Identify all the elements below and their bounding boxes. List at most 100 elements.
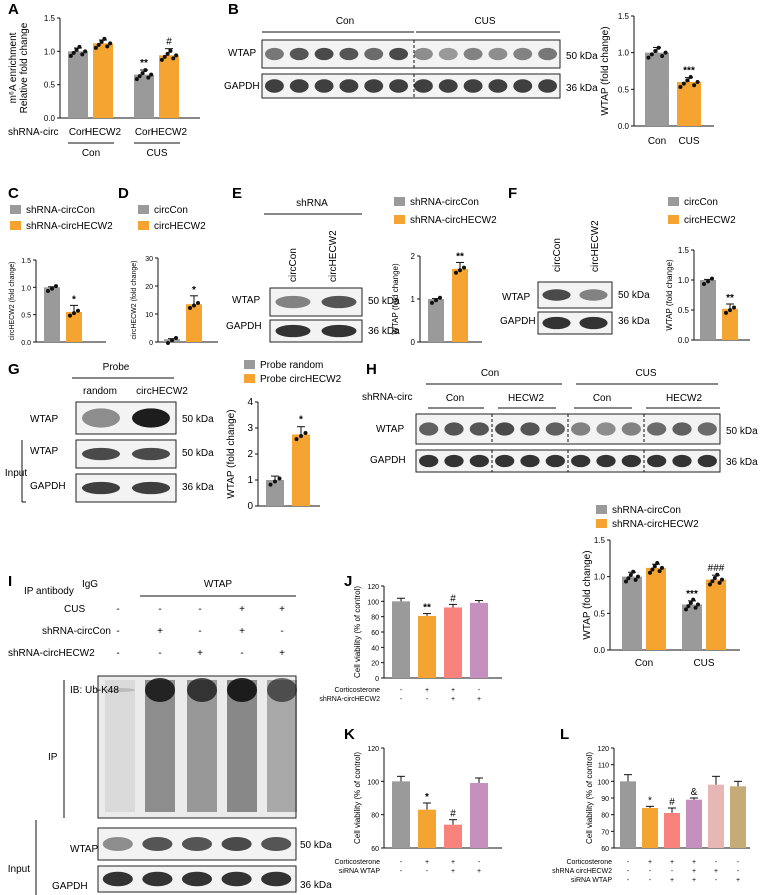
sign: + — [477, 868, 481, 875]
treatment-label: siRNA WTAP — [571, 877, 612, 884]
legend-swatch — [244, 360, 255, 369]
data-point — [96, 42, 101, 47]
band — [261, 871, 292, 887]
panel-letter-F: F — [508, 185, 517, 202]
data-point — [649, 52, 654, 57]
y-tick-label: 0.5 — [594, 609, 606, 618]
band — [145, 678, 175, 702]
data-point — [633, 577, 638, 582]
panel-letter-G: G — [8, 361, 20, 378]
band — [82, 408, 120, 428]
legend-label: Probe circHECW2 — [260, 374, 342, 385]
band — [672, 454, 692, 468]
band — [571, 454, 591, 468]
sign: + — [157, 626, 163, 637]
band — [275, 324, 311, 338]
row-label: shRNA-circ — [362, 392, 413, 403]
bar — [700, 280, 716, 340]
sign: + — [692, 868, 696, 875]
band — [314, 47, 334, 61]
y-tick-label: 1.0 — [618, 49, 630, 58]
significance-mark: # — [166, 37, 172, 48]
sign: - — [426, 868, 429, 875]
sign: + — [197, 648, 203, 659]
bar — [418, 809, 436, 848]
legend-label: shRNA-circCon — [612, 505, 681, 516]
significance-mark: * — [648, 795, 652, 806]
bar — [677, 82, 701, 126]
data-point — [724, 310, 728, 315]
column-label: IgG — [82, 579, 98, 590]
sign: + — [425, 859, 429, 866]
lane-label: random — [83, 386, 117, 397]
treatment-label: shRNA circHECW2 — [552, 868, 612, 875]
significance-mark: ** — [140, 58, 148, 69]
sign: + — [451, 687, 455, 694]
data-point — [708, 582, 712, 587]
band — [102, 836, 133, 852]
panel-letter-H: H — [366, 361, 377, 378]
legend-swatch — [138, 205, 149, 214]
band — [463, 47, 483, 61]
data-point — [648, 570, 652, 575]
data-point — [50, 286, 54, 291]
y-axis-label: circHECW2 (fold change) — [9, 262, 16, 341]
blot-frame — [261, 39, 561, 69]
data-point — [77, 44, 82, 49]
data-point — [458, 268, 462, 273]
data-point — [438, 295, 442, 300]
band — [221, 871, 252, 887]
data-point — [652, 564, 657, 569]
data-point — [653, 49, 658, 54]
significance-mark: * — [72, 294, 76, 305]
data-point — [54, 284, 58, 289]
data-point — [303, 430, 308, 435]
panel-letter-D: D — [118, 185, 129, 202]
y-tick-label: 0.0 — [678, 336, 690, 345]
data-point — [143, 68, 148, 73]
band — [438, 47, 458, 61]
data-point — [706, 279, 710, 284]
sign: + — [670, 877, 674, 884]
y-tick-label: 1.0 — [21, 285, 31, 292]
y-tick-label: 0.5 — [21, 313, 31, 320]
sign: - — [737, 868, 740, 875]
band — [596, 422, 616, 436]
y-tick-label: 100 — [367, 599, 379, 606]
kda-label: 36 kDa — [182, 482, 214, 493]
data-point — [684, 607, 688, 612]
row-label: GAPDH — [226, 321, 262, 332]
y-tick-label: 0 — [247, 501, 253, 512]
lane-label: circHECW2 — [590, 220, 601, 272]
bar — [620, 781, 636, 848]
legend-swatch — [244, 374, 255, 383]
band — [264, 47, 284, 61]
y-tick-label: 20 — [145, 284, 153, 291]
treatment-label: Corticosterone — [334, 687, 380, 694]
band — [82, 481, 120, 495]
y-tick-label: 1.5 — [21, 258, 31, 265]
data-point — [46, 289, 50, 294]
sign: - — [627, 877, 630, 884]
ip-label: IP — [48, 752, 58, 763]
band — [339, 79, 359, 93]
sign: + — [239, 604, 245, 615]
smear — [105, 680, 135, 812]
band — [672, 422, 692, 436]
data-point — [168, 48, 173, 53]
data-point — [80, 52, 85, 57]
sign: - — [400, 687, 403, 694]
significance-mark: ### — [708, 563, 725, 574]
y-tick-label: 2 — [247, 449, 253, 460]
condition-label: shRNA-circHECW2 — [8, 648, 95, 659]
chart-B: 0.0 0.5 1.0 1.5 WTAP (fold change) — [600, 12, 714, 131]
group-label: Con — [82, 148, 100, 159]
bar — [292, 434, 310, 506]
data-point — [108, 41, 113, 46]
blot-pulldown — [75, 401, 177, 435]
treatment-label: siRNA WTAP — [339, 868, 380, 875]
data-point — [636, 574, 640, 579]
band — [579, 289, 608, 301]
data-point — [268, 482, 273, 487]
